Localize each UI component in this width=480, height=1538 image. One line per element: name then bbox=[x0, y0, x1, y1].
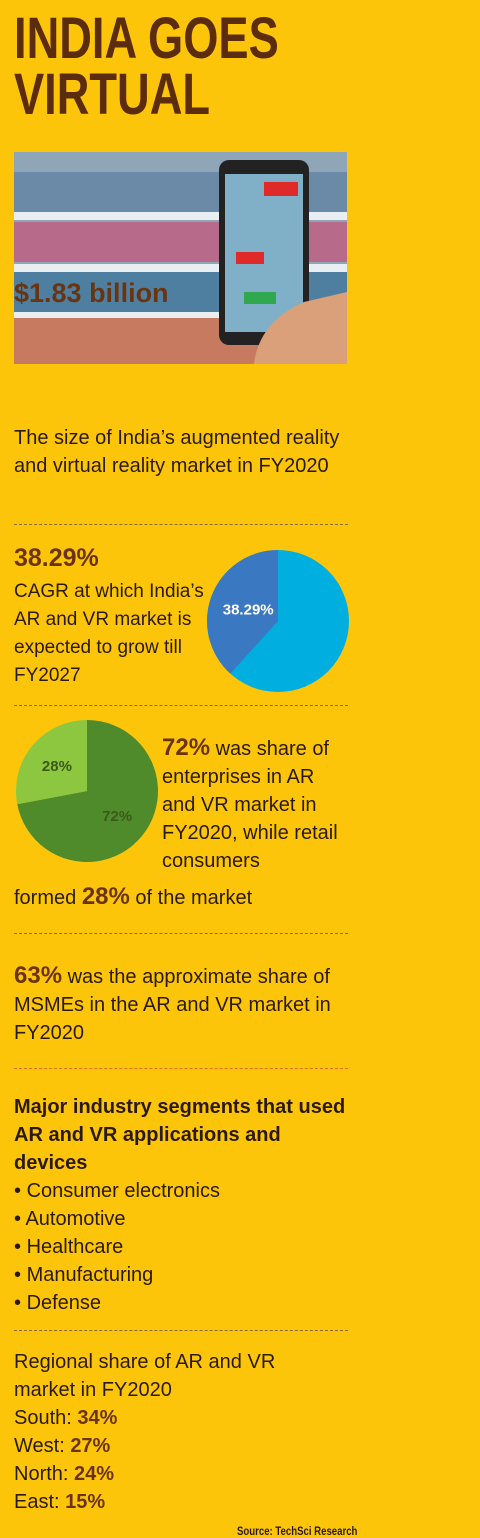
pie-chart: 72% 28% bbox=[15, 720, 159, 862]
text: formed bbox=[14, 887, 82, 909]
slice-label: 38.29% bbox=[223, 602, 274, 619]
pie-slice bbox=[15, 720, 87, 805]
item-text: Healthcare bbox=[26, 1236, 124, 1258]
separator bbox=[14, 933, 348, 934]
list-item: • Defense bbox=[14, 1289, 354, 1317]
section-heading: Major industry segments that used AR and… bbox=[14, 1096, 346, 1174]
region-value: 34% bbox=[77, 1407, 118, 1429]
bullet: • bbox=[14, 1236, 27, 1258]
item-text: Manufacturing bbox=[26, 1264, 154, 1286]
body-text: CAGR at which India’s AR and VR market i… bbox=[14, 581, 204, 686]
pie-chart: 38.29% bbox=[207, 550, 349, 692]
separator bbox=[14, 1068, 348, 1069]
body-text: 63% was the approximate share of MSMEs i… bbox=[14, 962, 344, 1047]
section-heading: Regional share of AR and VR market in FY… bbox=[14, 1351, 276, 1401]
body-text: 72% was share of enterprises in AR and V… bbox=[162, 734, 352, 875]
region-row: South: 34% bbox=[14, 1404, 314, 1432]
separator bbox=[14, 705, 348, 706]
slice-label: 72% bbox=[102, 808, 132, 825]
region-row: East: 15% bbox=[14, 1488, 314, 1516]
bullet: • bbox=[14, 1292, 27, 1314]
list-item: • Automotive bbox=[14, 1205, 354, 1233]
item-text: Consumer electronics bbox=[26, 1180, 220, 1202]
highlight: 63% bbox=[14, 962, 63, 989]
pie-slice bbox=[207, 550, 278, 674]
photo bbox=[14, 152, 347, 364]
list-item: • Consumer electronics bbox=[14, 1177, 354, 1205]
bullet: • bbox=[14, 1264, 27, 1286]
item-text: Automotive bbox=[25, 1208, 126, 1230]
bullet: • bbox=[14, 1208, 26, 1230]
list-item: • Manufacturing bbox=[14, 1261, 354, 1289]
region-value: 24% bbox=[74, 1463, 115, 1485]
list: • Consumer electronics • Automotive • Heal… bbox=[14, 1177, 354, 1317]
list-item: • Healthcare bbox=[14, 1233, 354, 1261]
title-line: INDIA GOES bbox=[14, 6, 279, 71]
region-label: South: bbox=[14, 1407, 78, 1429]
region-row: West: 27% bbox=[14, 1432, 314, 1460]
title-line: VIRTUAL bbox=[14, 62, 211, 127]
text: was share of enterprises in AR and VR ma… bbox=[162, 738, 338, 872]
slice-label: 28% bbox=[42, 758, 72, 775]
source: Source: TechSci Research bbox=[237, 1524, 358, 1538]
item-text: Defense bbox=[26, 1292, 102, 1314]
region-label: North: bbox=[14, 1463, 75, 1485]
body-text: The size of India’s augmented reality an… bbox=[14, 427, 340, 477]
headline: 38.29% bbox=[14, 544, 99, 572]
region-value: 15% bbox=[65, 1491, 106, 1513]
region-label: East: bbox=[14, 1491, 66, 1513]
separator bbox=[14, 1330, 348, 1331]
region-value: 27% bbox=[70, 1435, 111, 1457]
highlight: 72% bbox=[162, 734, 211, 761]
bullet: • bbox=[14, 1180, 27, 1202]
list: South: 34% West: 27% North: 24% East: 15% bbox=[14, 1404, 314, 1516]
text: was the approximate share of MSMEs in th… bbox=[14, 966, 331, 1044]
highlight: 28% bbox=[81, 883, 130, 910]
headline: $1.83 billion bbox=[14, 278, 169, 308]
region-row: North: 24% bbox=[14, 1460, 314, 1488]
body-text: formed 28% of the market bbox=[14, 883, 354, 912]
separator bbox=[14, 524, 348, 525]
region-label: West: bbox=[14, 1435, 71, 1457]
text: of the market bbox=[129, 887, 253, 909]
pie-slice bbox=[17, 720, 159, 862]
